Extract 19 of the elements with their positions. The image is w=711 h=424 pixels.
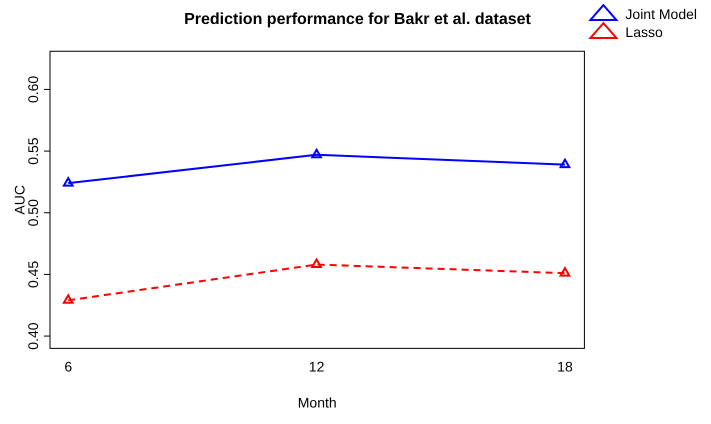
- x-tick-label: 6: [64, 358, 72, 375]
- point: [311, 148, 322, 158]
- point: [560, 267, 570, 277]
- y-tick-label: 0.45: [24, 260, 41, 288]
- y-tick-label: 0.50: [24, 198, 41, 226]
- legend-label: Lasso: [625, 24, 663, 40]
- point: [311, 258, 322, 268]
- point: [62, 177, 74, 187]
- x-axis-title: Month: [298, 394, 337, 410]
- legend-label: Joint Model: [625, 6, 697, 22]
- point: [62, 294, 74, 304]
- chart-title: Prediction performance for Bakr et al. dataset: [184, 11, 532, 28]
- y-tick-label: 0.60: [24, 76, 41, 104]
- point: [560, 158, 570, 168]
- y-axis-title: AUC: [11, 185, 28, 215]
- y-tick-label: 0.55: [24, 137, 41, 165]
- x-tick-label: 18: [557, 358, 573, 375]
- y-tick-label: 0.40: [24, 322, 41, 350]
- x-tick-label: 12: [308, 358, 325, 375]
